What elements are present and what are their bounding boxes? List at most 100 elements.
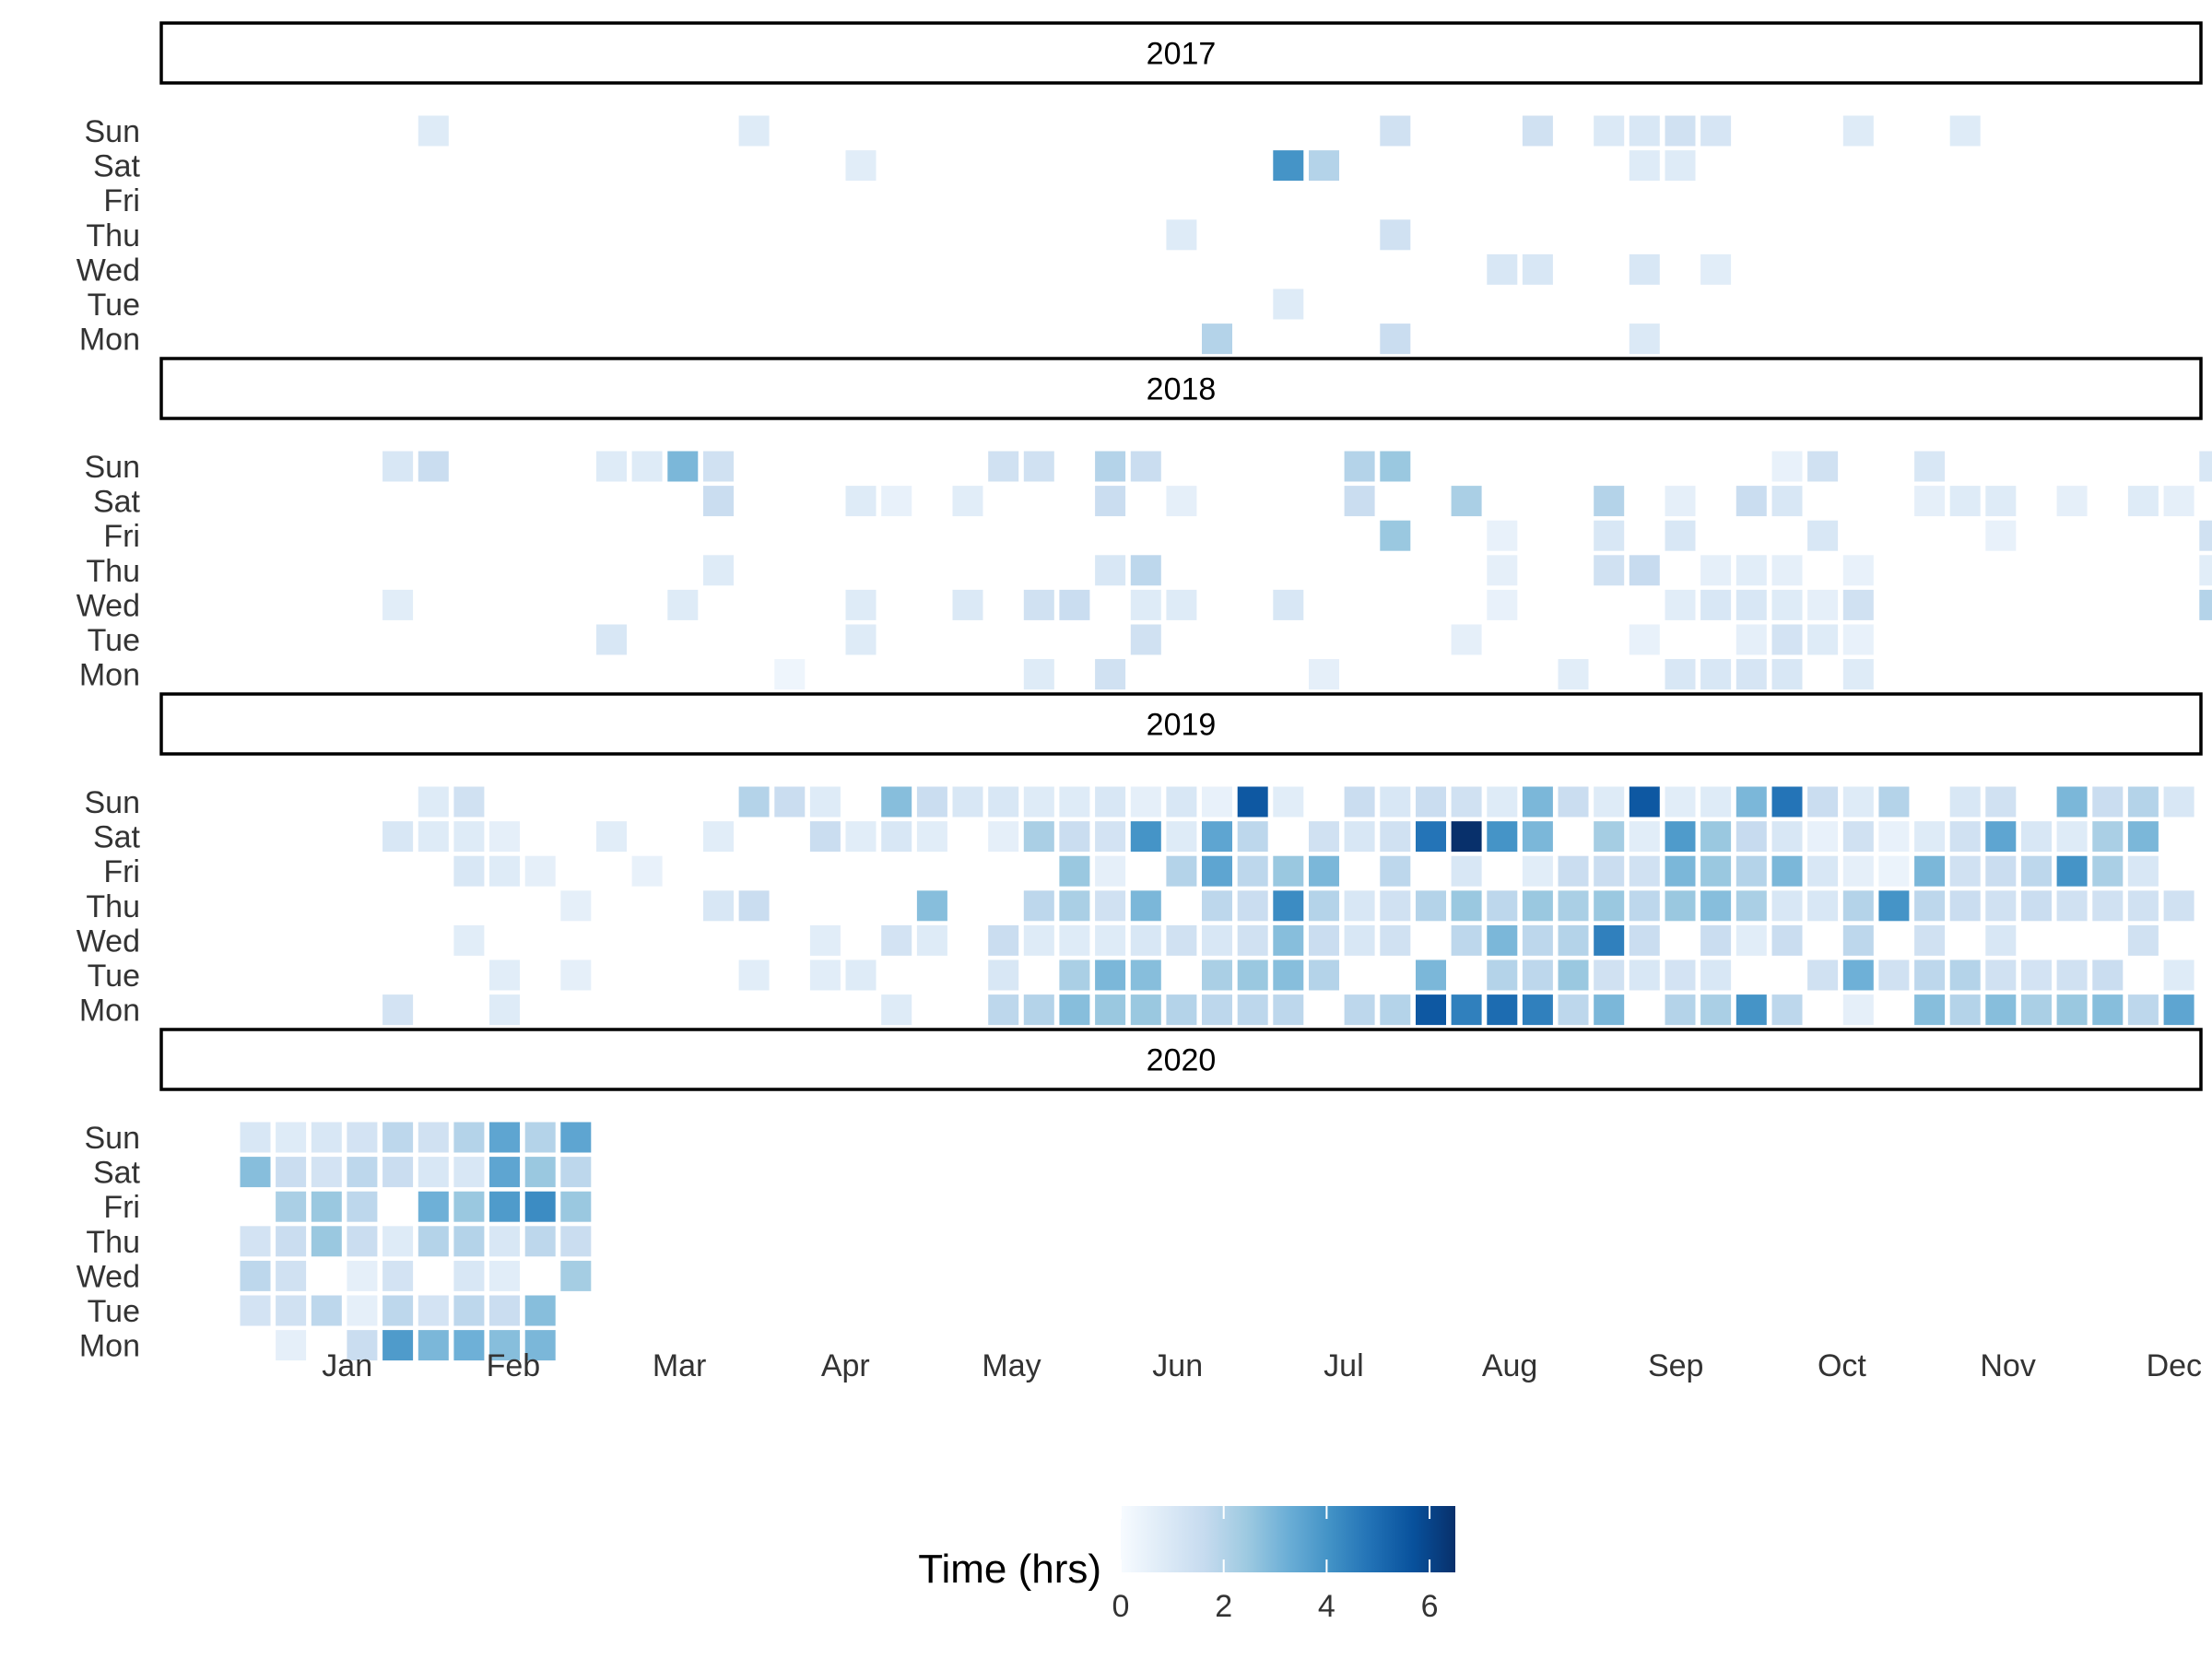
heatmap-cell — [596, 821, 627, 853]
heatmap-cell — [2092, 994, 2124, 1026]
heatmap-cell — [240, 1260, 271, 1291]
heatmap-cell — [2127, 994, 2159, 1026]
weekday-label: Sat — [93, 149, 141, 184]
heatmap-cell — [1842, 624, 1874, 655]
heatmap-cell — [1344, 486, 1375, 517]
heatmap-cell — [1594, 924, 1625, 956]
heatmap-cell — [418, 1295, 449, 1326]
heatmap-cell — [560, 1226, 592, 1257]
heatmap-cell — [1380, 890, 1411, 922]
heatmap-cell — [1594, 890, 1625, 922]
month-label: Feb — [487, 1348, 541, 1383]
heatmap-cell — [418, 1122, 449, 1153]
heatmap-cell — [1522, 855, 1553, 887]
heatmap-cell — [1771, 786, 1803, 818]
heatmap-cell — [1807, 624, 1839, 655]
heatmap-cell — [916, 786, 947, 818]
heatmap-cell — [1023, 589, 1054, 620]
heatmap-cell — [1416, 890, 1446, 922]
heatmap-cell — [1914, 959, 1946, 991]
heatmap-cell — [382, 589, 414, 620]
heatmap-cell — [489, 1191, 520, 1222]
heatmap-cell — [1629, 253, 1660, 285]
heatmap-cell — [1522, 890, 1553, 922]
heatmap-cell — [489, 994, 520, 1026]
heatmap-cell — [1130, 451, 1161, 482]
heatmap-cell — [2163, 959, 2194, 991]
heatmap-cell — [2021, 959, 2052, 991]
heatmap-cell — [1059, 890, 1090, 922]
heatmap-cell — [809, 821, 841, 853]
heatmap-cell — [1522, 115, 1553, 147]
heatmap-cell — [1166, 821, 1197, 853]
weekday-label: Thu — [86, 218, 140, 253]
heatmap-cell — [1095, 994, 1126, 1026]
heatmap-cell — [2127, 924, 2159, 956]
weekday-label: Mon — [79, 658, 140, 693]
heatmap-cell — [453, 855, 485, 887]
heatmap-cell — [1771, 555, 1803, 586]
heatmap-cell — [1487, 253, 1518, 285]
heatmap-cell — [1985, 855, 2017, 887]
heatmap-cell — [276, 1191, 307, 1222]
heatmap-cell — [2056, 855, 2088, 887]
heatmap-cell — [1273, 959, 1304, 991]
heatmap-cell — [703, 555, 734, 586]
month-label: Nov — [1980, 1348, 2035, 1383]
heatmap-cell — [1735, 555, 1767, 586]
heatmap-cell — [1380, 115, 1411, 147]
weekday-label: Sat — [93, 1156, 141, 1191]
heatmap-cell — [1487, 890, 1518, 922]
heatmap-cell — [667, 589, 699, 620]
heatmap-cell — [1237, 890, 1268, 922]
heatmap-cell — [845, 589, 877, 620]
heatmap-cell — [1735, 624, 1767, 655]
heatmap-cell — [347, 1260, 378, 1291]
heatmap-cell — [1594, 959, 1625, 991]
heatmap-cell — [1309, 924, 1339, 956]
heatmap-cell — [952, 589, 983, 620]
heatmap-cell — [1949, 486, 1981, 517]
heatmap-cell — [382, 1157, 414, 1188]
weekday-label: Fri — [103, 854, 140, 889]
heatmap-cell — [1202, 924, 1232, 956]
heatmap-cell — [382, 994, 414, 1026]
heatmap-cell — [809, 959, 841, 991]
heatmap-cell — [1914, 924, 1946, 956]
weekday-label: Thu — [86, 889, 140, 924]
heatmap-cell — [1700, 555, 1732, 586]
heatmap-cell — [1522, 924, 1553, 956]
weekday-label: Sun — [85, 450, 141, 485]
heatmap-cell — [240, 1122, 271, 1153]
heatmap-cell — [1380, 994, 1411, 1026]
heatmap-cell — [1594, 994, 1625, 1026]
heatmap-cell — [774, 786, 806, 818]
heatmap-cell — [453, 1330, 485, 1361]
heatmap-cell — [1807, 520, 1839, 551]
heatmap-cell — [809, 924, 841, 956]
heatmap-cell — [1914, 994, 1946, 1026]
month-label: Jan — [322, 1348, 372, 1383]
heatmap-cell — [1700, 821, 1732, 853]
heatmap-cell — [1202, 324, 1232, 355]
heatmap-cell — [1594, 520, 1625, 551]
heatmap-cell — [1309, 659, 1339, 690]
heatmap-cell — [2127, 786, 2159, 818]
month-label: Mar — [653, 1348, 707, 1383]
heatmap-cell — [524, 855, 556, 887]
heatmap-cell — [1842, 786, 1874, 818]
heatmap-cell — [2199, 589, 2212, 620]
heatmap-cell — [1629, 924, 1660, 956]
heatmap-cell — [1771, 890, 1803, 922]
heatmap-cell — [1629, 115, 1660, 147]
heatmap-cell — [489, 1330, 520, 1361]
heatmap-cell — [2163, 786, 2194, 818]
heatmap-cell — [1487, 821, 1518, 853]
heatmap-cell — [845, 959, 877, 991]
heatmap-cell — [1451, 855, 1482, 887]
heatmap-cell — [1095, 555, 1126, 586]
heatmap-cell — [2092, 821, 2124, 853]
panel-year-label: 2017 — [1147, 37, 1217, 72]
